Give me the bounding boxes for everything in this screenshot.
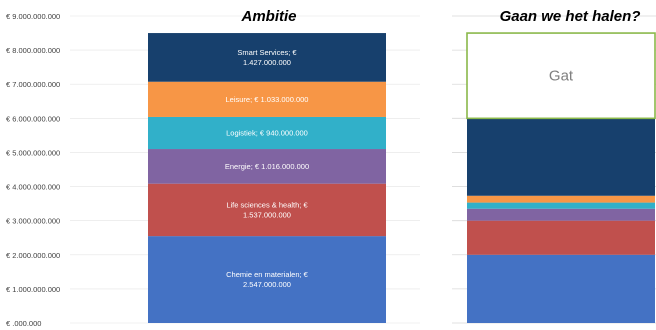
data-label: Smart Services; € bbox=[237, 48, 297, 57]
chart-title: Gaan we het halen? bbox=[500, 8, 641, 25]
data-label: Energie; € 1.016.000.000 bbox=[225, 162, 309, 171]
data-label: Life sciences & health; € bbox=[226, 200, 308, 209]
data-label: Leisure; € 1.033.000.000 bbox=[226, 95, 309, 104]
bar-segment bbox=[148, 81, 386, 117]
chart-title: Ambitie bbox=[240, 8, 296, 25]
bar-segment bbox=[148, 116, 386, 150]
data-label: 2.547.000.000 bbox=[243, 280, 291, 289]
bar-segment bbox=[467, 118, 655, 196]
bar-segment bbox=[467, 254, 655, 323]
y-tick-label: € 5.000.000.000 bbox=[6, 148, 60, 157]
bar-segment bbox=[467, 195, 655, 203]
y-tick-label: € 4.000.000.000 bbox=[6, 183, 60, 192]
y-tick-label: € 9.000.000.000 bbox=[6, 12, 60, 21]
bar-segment bbox=[467, 208, 655, 221]
y-tick-label: € 3.000.000.000 bbox=[6, 217, 60, 226]
bar-segment bbox=[148, 149, 386, 184]
bar-segment bbox=[467, 220, 655, 255]
y-tick-label: € 6.000.000.000 bbox=[6, 114, 60, 123]
y-tick-label: € 7.000.000.000 bbox=[6, 80, 60, 89]
data-label: Logistiek; € 940.000.000 bbox=[226, 129, 308, 138]
bar-segment bbox=[148, 33, 386, 82]
y-tick-label: € .000.000 bbox=[6, 319, 41, 328]
y-tick-label: € 1.000.000.000 bbox=[6, 285, 60, 294]
gap-label: Gat bbox=[549, 68, 574, 85]
bar-segment bbox=[148, 236, 386, 323]
y-tick-label: € 2.000.000.000 bbox=[6, 251, 60, 260]
y-tick-label: € 8.000.000.000 bbox=[6, 46, 60, 55]
data-label: 1.427.000.000 bbox=[243, 58, 291, 67]
bar-segment bbox=[148, 183, 386, 237]
gap-segment bbox=[466, 32, 656, 120]
data-label: 1.537.000.000 bbox=[243, 210, 291, 219]
data-label: Chemie en materialen; € bbox=[226, 270, 309, 279]
bar-segment bbox=[467, 202, 655, 209]
